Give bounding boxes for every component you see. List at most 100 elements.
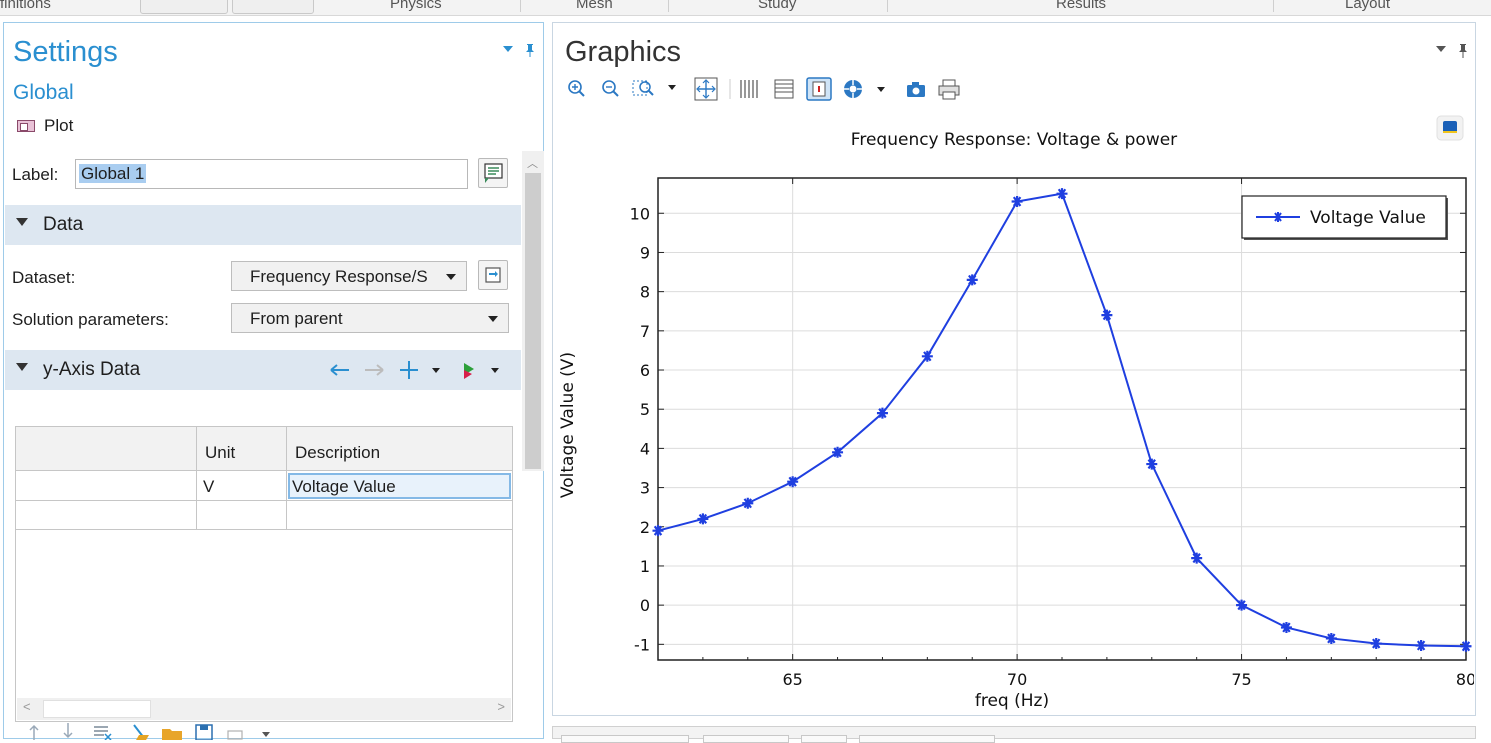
zoom-in-icon[interactable] bbox=[568, 80, 585, 97]
solution-parameters-value: From parent bbox=[250, 309, 343, 328]
chevron-down-icon bbox=[488, 316, 498, 322]
data-point bbox=[921, 350, 933, 362]
data-point bbox=[1460, 640, 1472, 652]
tab-study[interactable]: Study bbox=[758, 0, 797, 12]
chevron-up-icon[interactable]: ︿ bbox=[527, 158, 538, 170]
tab-physics[interactable]: Physics bbox=[390, 0, 442, 12]
add-icon[interactable] bbox=[400, 361, 440, 379]
node-type-label: Plot bbox=[44, 116, 74, 135]
chevron-right-icon[interactable]: > bbox=[497, 699, 505, 714]
panel-menu-icon[interactable] bbox=[502, 43, 536, 60]
graphics-title: Graphics bbox=[565, 36, 682, 68]
panel-menu-icon[interactable] bbox=[1435, 43, 1471, 61]
data-point bbox=[652, 525, 664, 537]
camera-icon[interactable] bbox=[907, 82, 925, 97]
clear-table-icon[interactable] bbox=[133, 724, 149, 740]
row-divider bbox=[16, 500, 512, 501]
data-point bbox=[1101, 309, 1113, 321]
move-down-icon[interactable] bbox=[63, 723, 73, 739]
dataset-select[interactable]: Frequency Response/S bbox=[231, 261, 467, 291]
column-header-description[interactable]: Description bbox=[295, 443, 381, 462]
bottom-tab[interactable] bbox=[859, 735, 995, 743]
open-folder-icon[interactable] bbox=[162, 729, 182, 740]
replace-expression-icon[interactable] bbox=[464, 363, 499, 379]
scrollbar-thumb[interactable] bbox=[525, 173, 541, 469]
comsol-logo-icon bbox=[1436, 115, 1464, 141]
x-tick-label: 70 bbox=[1007, 670, 1027, 689]
data-point bbox=[787, 476, 799, 488]
y-tick-label: 7 bbox=[640, 322, 650, 341]
label-field-value: Global 1 bbox=[79, 164, 147, 183]
zoom-box-icon[interactable] bbox=[632, 80, 676, 96]
bottom-tab[interactable] bbox=[801, 735, 847, 743]
data-section-title: Data bbox=[43, 214, 84, 235]
plot-border bbox=[657, 177, 1467, 661]
table-horizontal-scrollbar[interactable]: < > bbox=[17, 698, 511, 720]
bottom-tab[interactable] bbox=[703, 735, 789, 743]
y-tick-label: 0 bbox=[640, 596, 650, 615]
data-point bbox=[1191, 552, 1203, 564]
data-section-header[interactable]: Data bbox=[5, 205, 521, 245]
label-edit-button[interactable] bbox=[478, 158, 508, 188]
data-point bbox=[1370, 638, 1382, 650]
data-point bbox=[1146, 458, 1158, 470]
divider bbox=[887, 0, 888, 12]
yaxis-section-header[interactable]: y-Axis Data bbox=[5, 350, 521, 390]
table-cell-description[interactable]: Voltage Value bbox=[292, 477, 396, 496]
x-tick-label: 75 bbox=[1231, 670, 1251, 689]
frequency-response-chart[interactable]: 65 70 75 80 -1 0 1 2 3 4 5 6 7 8 9 10 Frequency Response… bbox=[554, 108, 1476, 714]
legend-toggle-icon[interactable] bbox=[806, 77, 832, 101]
load-icon[interactable] bbox=[227, 730, 270, 740]
solution-parameters-select[interactable]: From parent bbox=[231, 303, 509, 333]
save-icon[interactable] bbox=[195, 724, 213, 740]
selected-cell[interactable] bbox=[288, 473, 511, 499]
scrollbar-thumb[interactable] bbox=[43, 700, 151, 718]
ribbon-button[interactable] bbox=[232, 0, 314, 14]
go-to-source-button[interactable] bbox=[478, 260, 508, 290]
data-point bbox=[1325, 632, 1337, 644]
y-tick-label: 8 bbox=[640, 283, 650, 302]
data-point bbox=[832, 446, 844, 458]
legend-marker bbox=[1273, 212, 1283, 222]
yaxis-toolbar bbox=[330, 361, 499, 379]
x-grid-icon[interactable] bbox=[740, 80, 758, 98]
scene-light-icon[interactable] bbox=[844, 80, 885, 98]
tab-layout[interactable]: Layout bbox=[1345, 0, 1391, 12]
move-up-icon[interactable] bbox=[29, 724, 39, 740]
column-header-unit[interactable]: Unit bbox=[205, 443, 236, 462]
chart-area: 65 70 75 80 -1 0 1 2 3 4 5 6 7 8 9 10 Frequency Response… bbox=[554, 108, 1476, 714]
move-left-icon[interactable] bbox=[330, 364, 349, 376]
tab-results[interactable]: Results bbox=[1056, 0, 1107, 12]
x-tick-label: 65 bbox=[782, 670, 802, 689]
table-cell-unit[interactable]: V bbox=[203, 477, 215, 496]
bottom-tab[interactable] bbox=[561, 735, 689, 743]
divider bbox=[1273, 0, 1274, 12]
chart-title: Frequency Response: Voltage & power bbox=[851, 130, 1177, 150]
y-tick-label: -1 bbox=[634, 635, 650, 654]
dataset-caption: Dataset: bbox=[12, 268, 76, 287]
delete-icon[interactable] bbox=[94, 726, 112, 740]
zoom-extents-icon[interactable] bbox=[694, 77, 718, 101]
zoom-out-icon[interactable] bbox=[602, 80, 619, 97]
y-axis-label: Voltage Value (V) bbox=[558, 352, 578, 498]
settings-panel: Settings Global Plot Label: Global 1 Dat… bbox=[3, 22, 544, 740]
y-tick-label: 2 bbox=[640, 518, 650, 537]
y-tick-label: 4 bbox=[640, 439, 650, 458]
tab-definitions[interactable]: finitions bbox=[0, 0, 51, 12]
data-point bbox=[876, 407, 888, 419]
ribbon-bar: finitions Physics Mesh Study Results Lay… bbox=[0, 0, 1491, 16]
y-grid-icon[interactable] bbox=[774, 79, 794, 99]
tab-mesh[interactable]: Mesh bbox=[576, 0, 613, 12]
print-icon[interactable] bbox=[938, 79, 960, 100]
move-right-icon[interactable] bbox=[365, 364, 384, 376]
data-point bbox=[966, 274, 978, 286]
plot-icon bbox=[17, 120, 35, 132]
settings-scrollbar[interactable]: ︿ bbox=[522, 151, 544, 471]
label-field[interactable]: Global 1 bbox=[75, 159, 468, 189]
x-tick-label: 80 bbox=[1456, 670, 1474, 689]
chevron-left-icon[interactable]: < bbox=[23, 699, 31, 714]
data-point bbox=[1011, 196, 1023, 208]
ribbon-button[interactable] bbox=[140, 0, 228, 14]
divider bbox=[520, 0, 521, 12]
y-tick-label: 5 bbox=[640, 400, 650, 419]
